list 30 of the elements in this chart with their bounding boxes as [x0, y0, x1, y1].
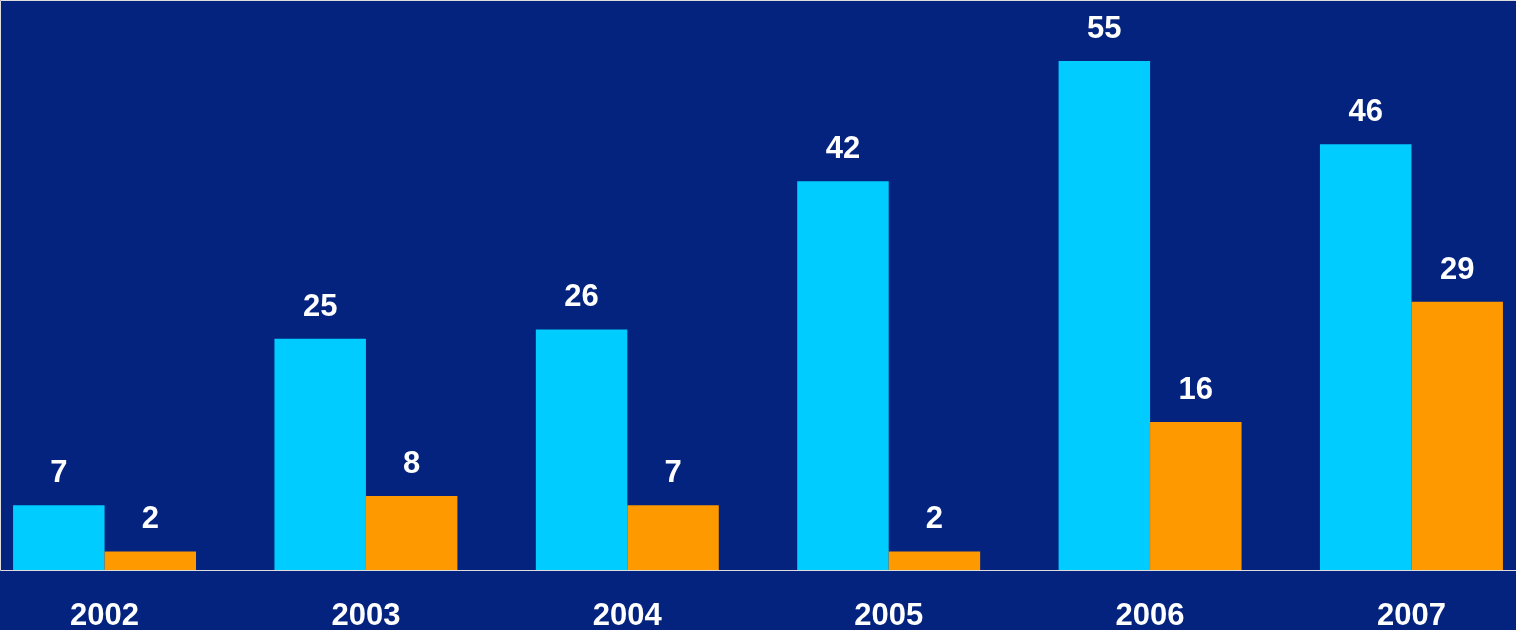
data-label: 8: [403, 444, 421, 480]
bar: [104, 551, 197, 570]
bar: [1319, 144, 1412, 570]
bar: [627, 505, 719, 570]
data-label: 25: [302, 287, 338, 323]
data-label: 2: [141, 500, 159, 536]
bar: [535, 329, 628, 570]
bar: [1411, 301, 1503, 570]
bar: [888, 551, 981, 570]
x-tick-label: 2007: [1376, 596, 1446, 632]
data-label: 29: [1439, 250, 1475, 286]
x-tick-label: 2005: [854, 596, 924, 632]
bar: [1150, 421, 1242, 570]
bar: [365, 495, 458, 570]
data-label: 26: [564, 278, 599, 314]
data-label: 42: [825, 130, 861, 166]
data-label: 16: [1178, 370, 1214, 406]
bar: [797, 181, 889, 570]
bar: [274, 338, 366, 570]
x-tick-label: 2006: [1115, 596, 1185, 632]
data-label: 2: [925, 500, 944, 536]
x-tick-label: 2002: [70, 596, 140, 632]
data-label: 46: [1348, 93, 1383, 129]
x-tick-label: 2003: [331, 596, 401, 632]
data-label: 7: [50, 454, 68, 490]
bar: [1058, 61, 1151, 570]
x-tick-label: 2004: [592, 596, 663, 632]
data-label: 7: [664, 454, 682, 490]
data-label: 55: [1087, 10, 1122, 46]
bar: [13, 505, 105, 570]
